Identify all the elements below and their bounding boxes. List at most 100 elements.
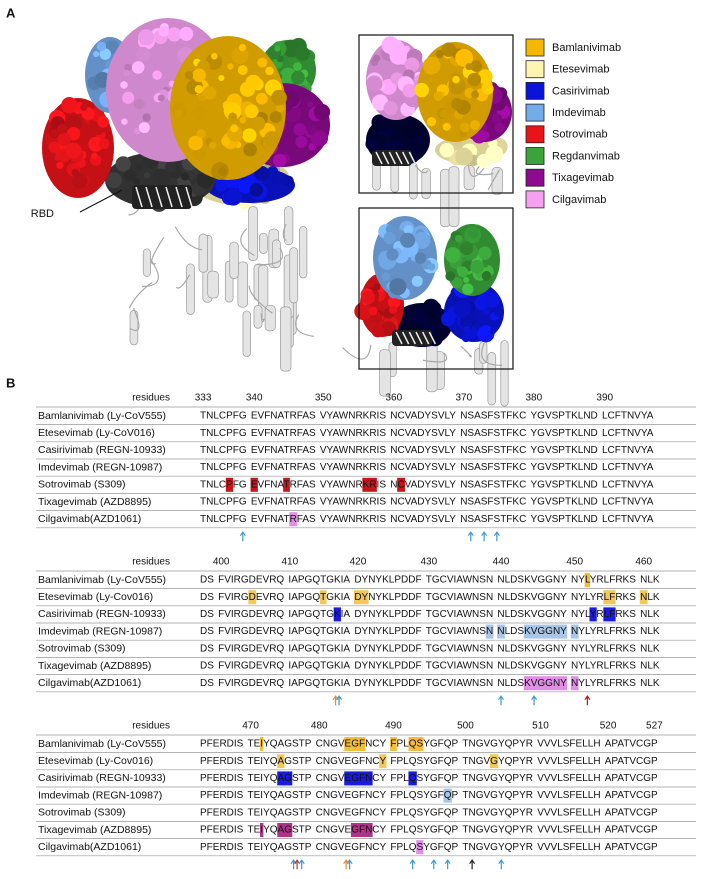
residue-tick: 400	[213, 557, 230, 568]
sequence-group: VYAWNRKRIS	[320, 462, 386, 473]
surface-bump	[237, 65, 248, 76]
antibody-name: Tixagevimab (AZD8895)	[38, 496, 151, 508]
sequence-group: NYLYRLFRKS	[571, 609, 636, 620]
sequence-group: PFERDIS	[200, 807, 244, 818]
sequence-group: NSASFSTFKC	[460, 445, 526, 456]
loop	[141, 258, 159, 287]
surface-bump	[403, 45, 410, 52]
surface-bump	[439, 142, 455, 158]
surface-bump	[136, 163, 144, 171]
surface-bump	[218, 75, 225, 82]
helix	[463, 165, 475, 190]
surface-bump	[291, 70, 305, 85]
surface-bump	[257, 57, 268, 68]
surface-bump	[366, 75, 383, 92]
sequence-group: TNLCPFG	[200, 428, 247, 439]
highlights	[333, 607, 616, 622]
sheet-stripe	[395, 331, 403, 345]
sequence-group: IAPGQTGKIA	[288, 575, 350, 586]
surface-bump	[402, 83, 417, 98]
legend-label: Etesevimab	[552, 64, 609, 76]
residue-highlight	[260, 823, 264, 837]
surface-bump	[407, 315, 416, 323]
sequence-group: NLDSKVGGNY	[497, 592, 567, 603]
surface-bump	[371, 324, 385, 338]
sequence-group: FPLQSYGFQP	[390, 825, 458, 836]
surface-bump	[56, 161, 64, 169]
surface-bump	[57, 132, 71, 147]
sequence-group: IAPGQTGKIA	[288, 609, 350, 620]
surface-bump	[152, 70, 162, 80]
highlights	[260, 823, 373, 837]
alignment: residues Bamlanivimab (Ly-CoV555) TNLCPFG E…	[36, 393, 696, 870]
sheet-stripe	[155, 186, 163, 208]
sequence-group: FPLQSYGFQP	[390, 756, 458, 767]
residue-highlight	[283, 477, 290, 492]
surface-bump	[271, 89, 287, 106]
antibody-name: Bamlanivimab (Ly-CoV555)	[38, 410, 166, 422]
sheet-stripe	[375, 151, 383, 165]
loop	[129, 307, 140, 332]
sequence-group: EVFNATRFAS	[251, 514, 316, 525]
residue-highlight	[552, 676, 561, 691]
surface-bump	[491, 113, 502, 124]
helix	[289, 247, 299, 304]
helix	[280, 306, 292, 372]
surface-bump	[385, 224, 396, 235]
sequence-group: PFERDIS	[200, 739, 244, 750]
surface-bump	[387, 295, 401, 309]
sequence-group: VYAWNRKRIS	[320, 428, 386, 439]
residue-highlight	[570, 624, 579, 639]
surface-bump	[295, 135, 308, 148]
helix	[142, 248, 151, 277]
sheet-stripe	[421, 331, 430, 345]
surface-bump	[482, 308, 490, 316]
surface-bump	[221, 136, 231, 146]
surface-bump	[413, 309, 430, 326]
sequence-group: TNLCPFG	[200, 497, 247, 508]
sequence-group: LCFTNVYA	[602, 514, 654, 525]
surface-bump	[264, 131, 280, 147]
sequence-group: DS	[200, 575, 214, 586]
surface-bump	[453, 300, 472, 318]
loop	[150, 237, 165, 265]
residue-highlight	[364, 771, 373, 786]
sequence-group: VVVLSFELLH	[537, 790, 600, 801]
surface-bump	[223, 102, 242, 120]
mutation-arrow	[294, 859, 301, 870]
surface-bump	[123, 69, 130, 77]
surface-bump	[416, 126, 425, 135]
surface-bump	[307, 101, 314, 108]
sequence-group: CNGVEGFNCY	[316, 739, 387, 750]
surface-bump	[441, 311, 456, 327]
sequence-group: IAPGQTGKIA	[288, 592, 350, 603]
sequence-group: NLK	[640, 575, 660, 586]
surface-bump	[293, 123, 307, 136]
residue-highlight	[537, 676, 546, 691]
surface-bump	[119, 179, 128, 188]
antibody-name: Casirivimab (REGN-10933)	[38, 444, 166, 456]
helix	[253, 304, 263, 329]
surface-bump	[80, 144, 88, 152]
sequence-group: VVVLSFELLH	[537, 842, 600, 853]
surface-bump	[403, 225, 414, 235]
helix	[186, 263, 195, 315]
sequence-group: TNGVGYQPYR	[462, 807, 533, 818]
sequence-group: FPLQSYGFQP	[390, 790, 458, 801]
surface-bump	[306, 125, 317, 136]
sequence-group: TEIYQAGSTP	[248, 825, 312, 836]
sequence-group: VVVLSFELLH	[537, 756, 600, 767]
inset-frame	[358, 207, 514, 370]
surface-bump	[71, 173, 88, 189]
surface-bump	[158, 25, 170, 37]
surface-bump	[293, 62, 302, 71]
sequence-group: TEIYQAGSTP	[248, 739, 312, 750]
loop	[256, 247, 284, 266]
residue-highlight	[364, 823, 373, 837]
sheet-stripe	[408, 331, 417, 345]
sequence-group: DS	[200, 609, 214, 620]
surface-bump	[433, 91, 444, 101]
surface-bump	[439, 109, 450, 119]
sequence-group: FPLQSYGFQP	[390, 842, 458, 853]
residue-tick: 527	[646, 721, 663, 732]
